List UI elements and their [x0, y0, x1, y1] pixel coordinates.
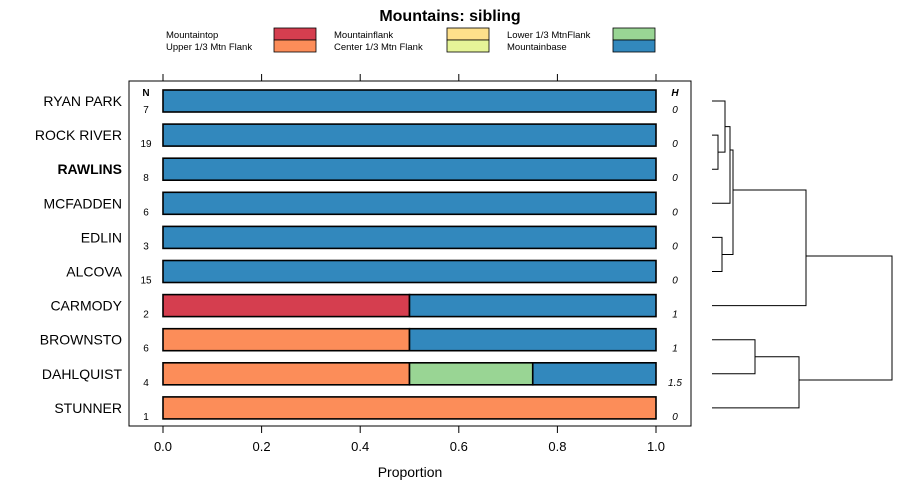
row-label: DAHLQUIST	[42, 366, 123, 382]
h-value: 1.5	[668, 378, 682, 389]
bar-row: DAHLQUIST 4 1.5	[42, 361, 682, 389]
bar-segment	[162, 327, 411, 352]
x-tick-label: 1.0	[647, 439, 665, 454]
x-tick-label: 0.8	[548, 439, 566, 454]
h-value: 0	[672, 207, 678, 218]
n-value: 4	[143, 378, 149, 389]
row-label: CARMODY	[50, 298, 122, 314]
h-value: 1	[672, 344, 678, 355]
n-value: 19	[140, 139, 152, 150]
bar-segment	[162, 225, 657, 250]
legend-label: Mountainflank	[334, 30, 393, 41]
row-label: MCFADDEN	[43, 195, 122, 211]
dendrogram-branch	[712, 134, 719, 170]
row-label: ROCK RIVER	[35, 127, 122, 143]
row-label: RYAN PARK	[43, 93, 122, 109]
legend-swatch	[612, 27, 656, 41]
legend-label: Lower 1/3 MtnFlank	[507, 30, 591, 41]
row-label: STUNNER	[54, 400, 122, 416]
legend-label: Center 1/3 Mtn Flank	[334, 42, 423, 53]
h-value: 0	[672, 173, 678, 184]
dendrogram-branch	[712, 126, 731, 204]
x-tick-label: 0.6	[450, 439, 468, 454]
bar-row: EDLIN 3 0	[81, 225, 678, 252]
dendrogram	[712, 100, 893, 409]
row-label: RAWLINS	[57, 161, 122, 177]
legend-swatch	[612, 39, 656, 53]
h-value: 0	[672, 105, 678, 116]
bar-row: ROCK RIVER 19 0	[35, 123, 678, 150]
dendrogram-branch	[712, 236, 723, 272]
bar-segment	[162, 293, 411, 318]
legend-label: Mountainbase	[507, 42, 567, 53]
n-value: 7	[143, 105, 149, 116]
chart-title: Mountains: sibling	[379, 8, 520, 25]
x-tick-label: 0.4	[351, 439, 369, 454]
bar-segment	[408, 293, 657, 318]
legend-swatch	[446, 27, 490, 41]
n-value: 3	[143, 241, 149, 252]
h-value: 0	[672, 139, 678, 150]
bar-segment	[162, 89, 657, 113]
bar-row: CARMODY 2 1	[50, 293, 678, 321]
bar-segment	[162, 157, 657, 181]
bar-row: RYAN PARK 7 0	[43, 89, 678, 116]
x-tick-label: 0.2	[253, 439, 271, 454]
bar-segment	[408, 327, 657, 352]
h-value: 0	[672, 276, 678, 287]
bar-segment	[162, 123, 657, 147]
dendrogram-branch	[722, 149, 734, 255]
h-value: 0	[672, 241, 678, 252]
dendrogram-branch	[712, 339, 756, 375]
row-label: EDLIN	[81, 229, 122, 245]
bar-segment	[162, 396, 657, 420]
bar-row: MCFADDEN 6 0	[43, 191, 678, 218]
n-value: 8	[143, 173, 149, 184]
h-header: H	[671, 88, 679, 99]
row-label: ALCOVA	[66, 264, 122, 280]
x-axis-label: Proportion	[378, 464, 443, 480]
n-value: 15	[140, 276, 152, 287]
legend-label: Mountaintop	[166, 30, 218, 41]
legend-label: Upper 1/3 Mtn Flank	[166, 42, 252, 53]
bar-segment	[531, 361, 657, 386]
x-tick-label: 0.0	[154, 439, 172, 454]
bar-segment	[162, 191, 657, 216]
bar-segment	[162, 361, 411, 386]
h-value: 1	[672, 310, 678, 321]
n-value: 6	[143, 344, 149, 355]
legend-swatch	[273, 27, 317, 41]
n-header: N	[142, 88, 149, 99]
n-value: 6	[143, 207, 149, 218]
n-value: 1	[143, 412, 149, 423]
legend-swatch	[446, 39, 490, 53]
bar-segment	[162, 259, 657, 284]
bar-row: BROWNSTO 6 1	[40, 327, 678, 355]
plot-frame	[128, 80, 692, 427]
h-value: 0	[672, 412, 678, 423]
x-axis: 0.0 0.2 0.4 0.6 0.8 1.0	[154, 74, 665, 454]
legend-swatch	[273, 39, 317, 53]
bar-row: STUNNER 1 0	[54, 396, 678, 423]
dendrogram-branch	[799, 255, 893, 381]
n-value: 2	[143, 310, 149, 321]
row-label: BROWNSTO	[40, 332, 122, 348]
bar-segment	[408, 361, 534, 386]
bar-row: ALCOVA 15 0	[66, 259, 678, 287]
bar-row: RAWLINS 8 0	[57, 157, 678, 184]
dendrogram-branch	[712, 356, 800, 409]
dendrogram-branch	[712, 189, 807, 307]
